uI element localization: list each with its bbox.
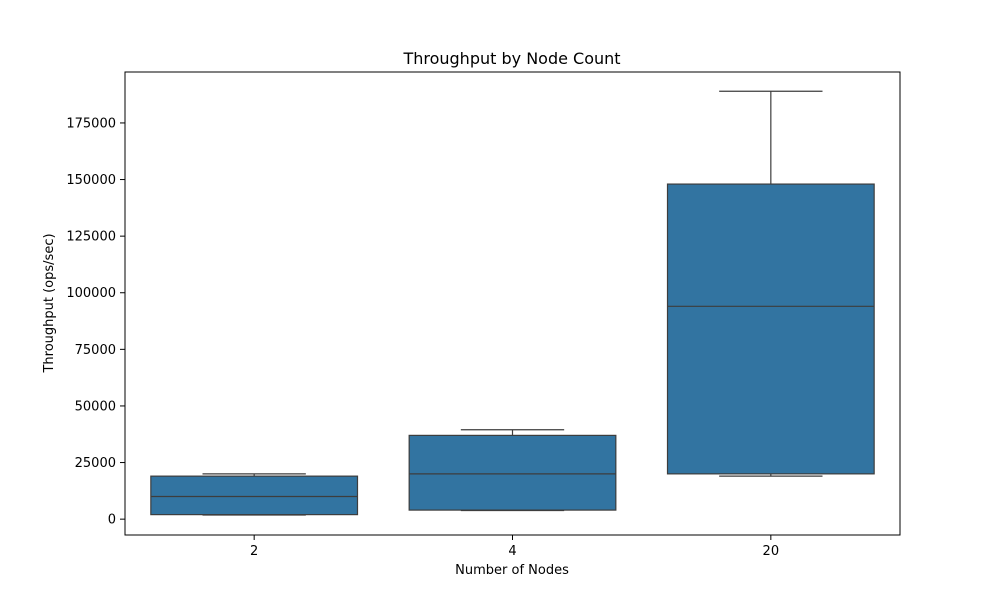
y-tick-label: 25000	[75, 456, 116, 471]
y-tick-label: 50000	[75, 399, 116, 414]
box-group-20	[666, 90, 875, 477]
x-axis: 2 4 20	[250, 535, 779, 559]
x-axis-label: Number of Nodes	[455, 563, 569, 578]
x-tick-label: 4	[508, 544, 516, 559]
plot-area	[150, 90, 875, 516]
y-tick-label: 150000	[66, 173, 116, 188]
x-tick-label: 2	[250, 544, 258, 559]
x-tick-label: 20	[763, 544, 780, 559]
box-body	[150, 475, 359, 516]
chart-title: Throughput by Node Count	[402, 49, 620, 68]
y-axis-label: Throughput (ops/sec)	[42, 233, 57, 373]
y-tick-label: 75000	[75, 343, 116, 358]
y-tick-label: 100000	[66, 286, 116, 301]
y-tick-label: 0	[108, 513, 116, 528]
box-group-4	[408, 429, 617, 512]
box-body	[666, 183, 875, 475]
y-tick-label: 125000	[66, 230, 116, 245]
y-tick-label: 175000	[66, 116, 116, 131]
box-body	[408, 434, 617, 511]
y-axis: 0 25000 50000 75000 100000 125000 150000 175000	[66, 116, 125, 528]
box-group-2	[150, 473, 359, 516]
